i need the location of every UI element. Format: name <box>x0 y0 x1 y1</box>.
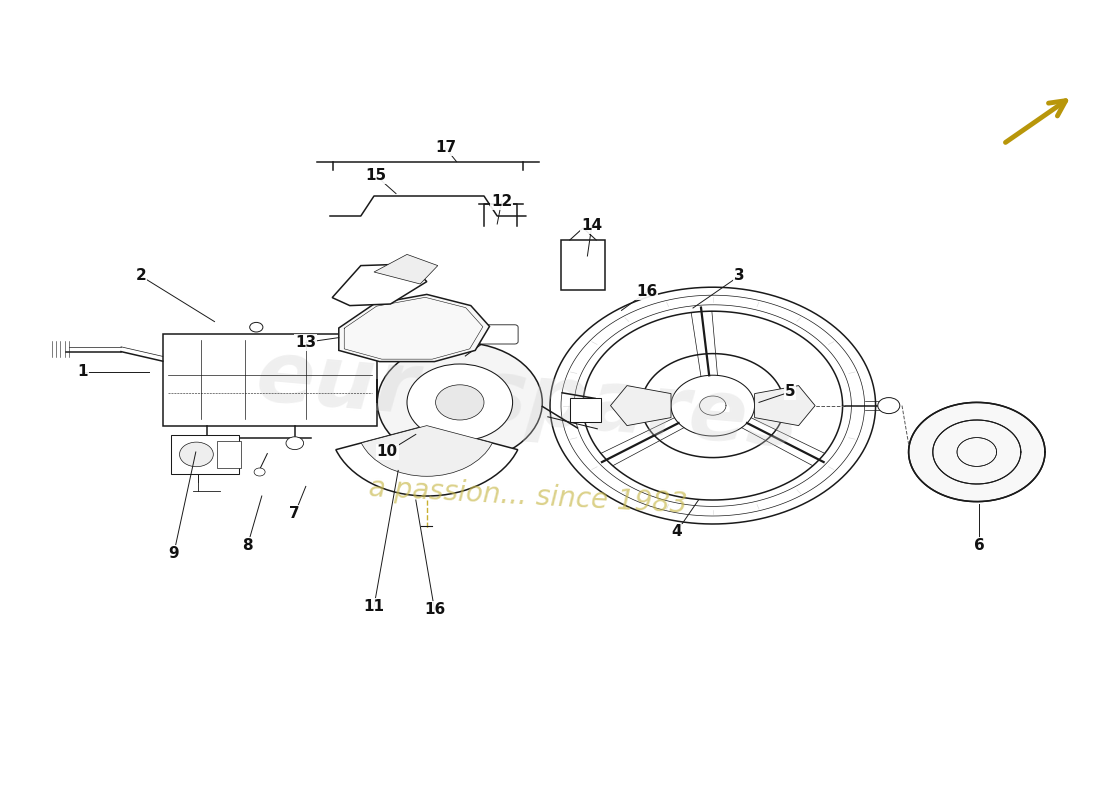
Text: a passion... since 1983: a passion... since 1983 <box>368 474 688 518</box>
Circle shape <box>407 364 513 441</box>
Text: 17: 17 <box>434 141 456 155</box>
Text: 7: 7 <box>289 506 300 521</box>
Text: 11: 11 <box>363 599 385 614</box>
Circle shape <box>878 398 900 414</box>
Text: 1: 1 <box>77 365 88 379</box>
Wedge shape <box>361 426 493 476</box>
FancyBboxPatch shape <box>163 334 377 426</box>
Text: 10: 10 <box>376 445 398 459</box>
Circle shape <box>250 322 263 332</box>
Text: 8: 8 <box>242 538 253 553</box>
Polygon shape <box>332 264 427 306</box>
Wedge shape <box>336 426 518 496</box>
Text: 12: 12 <box>491 194 513 209</box>
Circle shape <box>179 442 213 466</box>
Circle shape <box>286 437 304 450</box>
Circle shape <box>909 402 1045 502</box>
Text: 16: 16 <box>636 285 658 299</box>
Text: 2: 2 <box>135 269 146 283</box>
FancyBboxPatch shape <box>170 435 239 474</box>
Text: 3: 3 <box>734 269 745 283</box>
Text: 13: 13 <box>295 335 317 350</box>
Polygon shape <box>755 386 815 426</box>
Text: 5: 5 <box>784 385 795 399</box>
FancyBboxPatch shape <box>570 398 601 422</box>
Text: eurospares: eurospares <box>253 335 803 465</box>
FancyBboxPatch shape <box>561 240 605 290</box>
Circle shape <box>436 385 484 420</box>
Text: 9: 9 <box>168 546 179 561</box>
Text: 16: 16 <box>424 602 446 617</box>
Circle shape <box>377 342 542 462</box>
Polygon shape <box>610 386 671 426</box>
FancyBboxPatch shape <box>478 325 518 344</box>
FancyBboxPatch shape <box>217 441 241 468</box>
Text: 4: 4 <box>671 525 682 539</box>
Text: 6: 6 <box>974 538 984 553</box>
Text: 14: 14 <box>581 218 603 233</box>
Polygon shape <box>374 254 438 284</box>
Polygon shape <box>339 294 490 362</box>
Circle shape <box>254 468 265 476</box>
Circle shape <box>198 437 216 450</box>
Text: 15: 15 <box>365 169 387 183</box>
